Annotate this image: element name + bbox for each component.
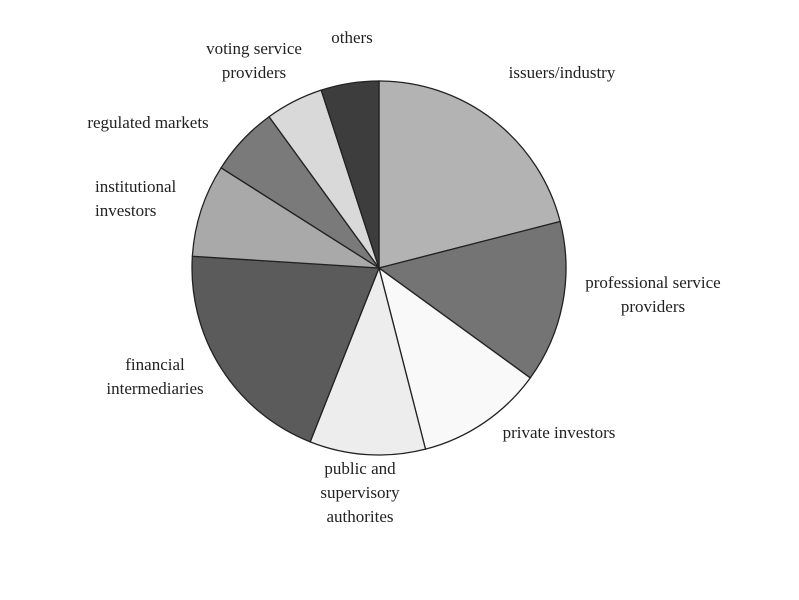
pie-slice [320, 80, 380, 269]
slice-label: financial [125, 355, 185, 374]
slice-label: supervisory [320, 483, 400, 502]
pie-slice [378, 80, 561, 269]
slice-label: professional service [585, 273, 720, 292]
slice-label: voting service [206, 39, 302, 58]
slice-label: authorites [326, 507, 393, 526]
slice-label: providers [621, 297, 685, 316]
slice-label: private investors [503, 423, 616, 442]
pie-slice [191, 166, 380, 269]
slice-label: investors [95, 201, 156, 220]
slice-label: institutional [95, 177, 177, 196]
slice-label: public and [324, 459, 396, 478]
slice-label: intermediaries [106, 379, 203, 398]
slice-label: regulated markets [87, 113, 208, 132]
pie-slice [309, 265, 427, 456]
slice-label: others [331, 28, 373, 47]
pie-slice [191, 255, 380, 443]
pie-slice [377, 220, 567, 379]
slice-label: issuers/industry [509, 63, 616, 82]
slice-label: providers [222, 63, 286, 82]
pie-slice [377, 266, 532, 450]
